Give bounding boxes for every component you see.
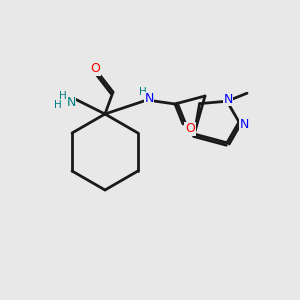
Text: N: N <box>239 118 249 131</box>
Text: N: N <box>66 97 76 110</box>
Text: H: H <box>139 87 147 97</box>
Text: N: N <box>223 93 233 106</box>
Text: H: H <box>59 91 67 101</box>
Text: O: O <box>185 122 195 136</box>
Text: N: N <box>144 92 154 106</box>
Text: O: O <box>90 62 100 76</box>
Text: H: H <box>54 100 62 110</box>
